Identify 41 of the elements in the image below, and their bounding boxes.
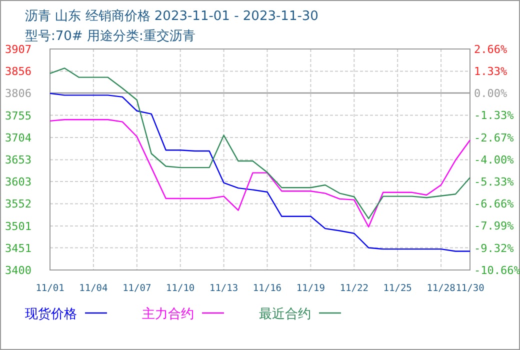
y-tick-label: 3806 (5, 87, 32, 100)
y2-tick-label: -2.67% (474, 131, 514, 144)
chart-title: 沥青 山东 经销商价格 2023-11-01 - 2023-11-30 (25, 9, 318, 24)
y-tick-label: 3501 (5, 220, 32, 233)
x-tick-label: 11/28 (426, 283, 456, 294)
legend-label: 现货价格 (25, 307, 77, 322)
y-tick-label: 3400 (5, 264, 32, 277)
y-tick-label: 3755 (5, 109, 32, 122)
chart-subtitle: 型号:70# 用途分类:重交沥青 (25, 28, 196, 44)
line-series (49, 119, 471, 228)
x-tick-label: 11/04 (79, 283, 108, 294)
y-tick-label: 3552 (5, 198, 32, 211)
y2-tick-label: -1.33% (474, 109, 514, 122)
y2-tick-label: -10.66% (474, 264, 520, 277)
y2-tick-label: -7.99% (474, 220, 514, 233)
x-tick-label: 11/16 (252, 283, 282, 294)
y2-tick-label: -6.66% (474, 198, 514, 211)
y2-tick-label: 1.33% (474, 65, 508, 78)
y2-tick-label: -5.33% (474, 176, 514, 189)
legend-label: 最近合约 (259, 307, 311, 322)
y2-tick-label: -4.00% (474, 154, 514, 166)
y-tick-label: 3451 (5, 242, 32, 255)
y2-tick-label: -9.32% (474, 242, 514, 255)
x-tick-label: 11/22 (340, 283, 368, 294)
y-tick-label: 3856 (5, 65, 32, 78)
y-tick-label: 3704 (5, 131, 32, 144)
y2-tick-label: 0.00% (474, 87, 508, 100)
y2-tick-label: 2.66% (474, 43, 508, 56)
x-tick-label: 11/25 (383, 283, 412, 294)
line-series (49, 92, 471, 252)
x-tick-label: 11/19 (296, 283, 326, 294)
x-tick-label: 11/13 (209, 283, 238, 294)
x-tick-label: 11/10 (166, 283, 195, 294)
line-series (49, 68, 471, 220)
legend-label: 主力合约 (142, 306, 194, 322)
y-tick-label: 3603 (5, 176, 32, 189)
x-tick-label: 11/01 (36, 283, 65, 294)
y-tick-label: 3653 (5, 154, 32, 167)
y-tick-label: 3907 (5, 43, 32, 56)
x-tick-label: 11/30 (456, 283, 485, 294)
x-tick-label: 11/07 (122, 283, 152, 294)
